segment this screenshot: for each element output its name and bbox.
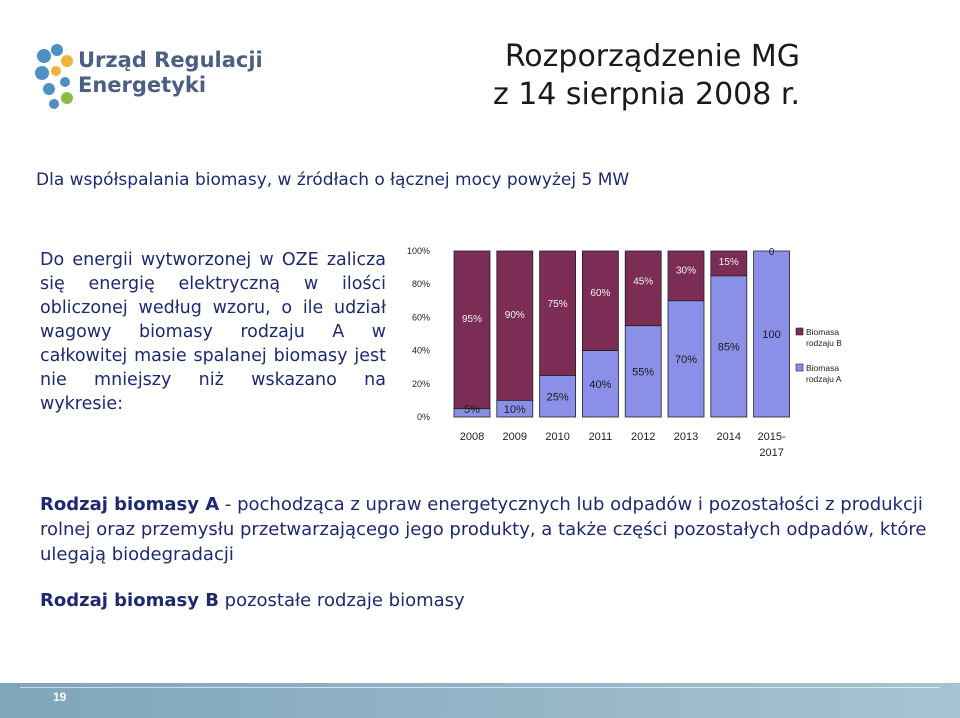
data-label-biomasa-b: 0 <box>769 247 775 258</box>
page-number: 19 <box>53 690 67 704</box>
x-tick-label: 2011 <box>589 431 613 443</box>
legend-swatch <box>795 327 804 336</box>
logo-line-2: Energetyki <box>78 73 207 97</box>
data-label-biomasa-a: 100 <box>762 329 780 341</box>
footer-bar <box>0 683 960 718</box>
logo-wordmark: Urząd Regulacji Energetyki <box>78 48 263 98</box>
data-label-biomasa-a: 85% <box>718 341 740 353</box>
logo-line-1: Urząd Regulacji <box>78 48 263 72</box>
x-tick-label: 2009 <box>503 431 527 443</box>
data-label-biomasa-b: 75% <box>548 299 568 310</box>
data-label-biomasa-b: 95% <box>462 314 482 325</box>
y-tick-label: 80% <box>412 279 430 289</box>
x-tick-label: 2017 <box>759 447 783 459</box>
bar-segment-biomasa-a <box>581 350 619 418</box>
definition-a-text: - pochodząca z upraw energetycznych lub … <box>40 494 927 565</box>
y-tick-label: 60% <box>412 312 430 322</box>
definition-b-text: pozostałe rodzaje biomasy <box>218 590 465 611</box>
bar-segment-biomasa-a <box>624 325 662 418</box>
data-label-biomasa-b: 90% <box>505 310 525 321</box>
ure-logo-icon <box>35 44 73 109</box>
stacked-bar-chart: 0% 20% 40% 60% 80% 100% 5% 95% 2008 10% 90% 2009 25%… <box>407 246 842 459</box>
x-tick-label: 2012 <box>631 431 655 443</box>
legend-label: Biomasa <box>806 363 839 373</box>
x-tick-label: 2013 <box>674 431 698 443</box>
legend-label: rodzaju B <box>806 338 842 348</box>
data-label-biomasa-a: 40% <box>589 379 611 391</box>
title-line-2: z 14 sierpnia 2008 r. <box>492 77 800 112</box>
bar-segment-biomasa-b <box>667 250 705 302</box>
data-label-biomasa-a: 70% <box>675 354 697 366</box>
title-line-1: Rozporządzenie MG <box>504 39 800 74</box>
legend-label: Biomasa <box>806 327 839 337</box>
bar-segment-biomasa-a <box>539 375 577 418</box>
bar-segment-biomasa-a <box>753 250 791 418</box>
bar-segment-biomasa-b <box>496 250 534 401</box>
bar-segment-biomasa-a <box>667 300 705 418</box>
slide-subtitle: Dla współspalania biomasy, w źródłach o … <box>36 170 630 190</box>
legend-label: rodzaju A <box>806 374 842 384</box>
y-tick-label: 0% <box>417 412 430 422</box>
definition-b-term: Rodzaj biomasy B <box>40 590 219 611</box>
y-tick-label: 40% <box>412 346 430 356</box>
x-tick-label: 2015- <box>758 431 786 443</box>
left-paragraph: Do energii wytworzonej w OZE zalicza się… <box>40 250 386 414</box>
legend-swatch <box>795 363 804 372</box>
data-label-biomasa-b: 15% <box>719 257 739 268</box>
bar-segment-biomasa-b <box>581 250 619 351</box>
data-label-biomasa-a: 10% <box>504 404 526 416</box>
slide-title: Rozporządzenie MG z 14 sierpnia 2008 r. <box>493 38 800 114</box>
data-label-biomasa-a: 55% <box>632 366 654 378</box>
y-tick-label: 100% <box>407 246 430 256</box>
bar-segment-biomasa-b <box>453 250 491 410</box>
definition-a-term: Rodzaj biomasy A <box>40 494 220 515</box>
definition-b: Rodzaj biomasy B pozostałe rodzaje bioma… <box>40 588 940 613</box>
bar-segment-biomasa-b <box>539 250 577 376</box>
data-label-biomasa-b: 30% <box>676 265 696 276</box>
bar-segment-biomasa-a <box>710 275 748 418</box>
definition-a: Rodzaj biomasy A - pochodząca z upraw en… <box>40 492 950 567</box>
data-label-biomasa-a: 5% <box>464 404 480 416</box>
bar-segment-biomasa-a <box>453 408 491 418</box>
bar-segment-biomasa-a <box>496 399 534 418</box>
data-label-biomasa-b: 60% <box>590 288 610 299</box>
bar-segment-biomasa-b <box>710 250 748 277</box>
x-tick-label: 2010 <box>545 431 569 443</box>
data-label-biomasa-a: 25% <box>547 391 569 403</box>
y-tick-label: 20% <box>412 379 430 389</box>
data-label-biomasa-b: 45% <box>633 277 653 288</box>
bar-segment-biomasa-b <box>624 250 662 327</box>
x-tick-label: 2008 <box>460 431 484 443</box>
x-tick-label: 2014 <box>717 431 741 443</box>
